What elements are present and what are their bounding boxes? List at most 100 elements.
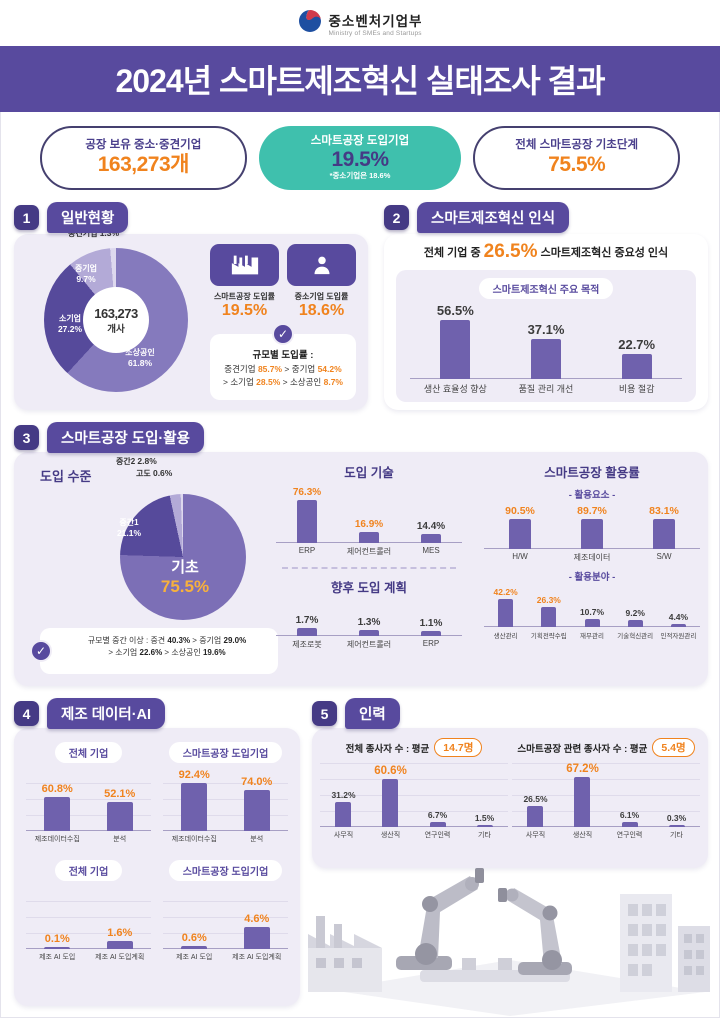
size-adoption-note: ✓ 규모별 도입률 : 중견기업 85.7% > 중기업 54.2% > 소기업… (210, 323, 356, 400)
bar-column-all-firms-ai-0: 0.1% 제조 AI 도입 (26, 887, 89, 964)
bar (44, 947, 71, 949)
future-plan-bar-chart: 1.7% 제조로봇 1.3% 제어컨트롤러 1.1% ERP (276, 602, 462, 650)
mini-chart-all-ai: 전체 기업 0.1% 제조 AI 도입 1.6% 제조 AI 도입계획 (26, 860, 151, 964)
bar-label: 기획전략수립 (530, 633, 567, 640)
section5-panel: 전체 종사자 수 : 평균 14.7명 31.2% 사무직 60.6% 생산직 6.7%… (312, 728, 708, 868)
bar-value: 1.3% (357, 617, 381, 629)
bar-column-adopted-tech-1: 16.9% 제어컨트롤러 (338, 487, 400, 557)
bar-label: 연구인력 (424, 832, 451, 839)
bar (668, 825, 685, 827)
mini-chart-smart-data: 스마트공장 도입기업 92.4% 제조데이터수집 74.0% 분석 (163, 742, 288, 846)
bar-value: 14.4% (416, 520, 446, 532)
slice-value: 1.3% (99, 228, 120, 238)
bar-label: 제조데이터 (573, 553, 611, 562)
bar-value: 26.5% (523, 793, 548, 804)
bar-column-usage-elements-0: 90.5% H/W (484, 505, 556, 563)
bar-column-adopted-tech-0: 76.3% ERP (276, 487, 338, 557)
donut-label-midcap: 중견기업 1.3% (68, 228, 119, 239)
bar-value: 1.5% (474, 813, 495, 823)
level-by-size-note: ✓ 규모별 중간 이상 : 중견 40.3% > 중기업 29.0% > 소기업… (30, 628, 278, 674)
mini-chart-smart-ai: 스마트공장 도입기업 0.6% 제조 AI 도입 4.6% 제조 AI 도입계획 (163, 860, 288, 964)
bar (440, 320, 471, 379)
pill-basic-stage: 전체 스마트공장 기초단계 75.5% (473, 126, 681, 190)
bar (531, 338, 561, 379)
total-workers-chart: 31.2% 사무직 60.6% 생산직 6.7% 연구인력 1.5% 기타 (320, 763, 508, 840)
section2-title: 스마트제조혁신 인식 (417, 202, 570, 233)
check-icon: ✓ (272, 323, 294, 345)
adoption-level-title: 도입 수준 (40, 469, 92, 484)
pill-value: 163,273개 (97, 152, 190, 176)
bar-value: 37.1% (527, 321, 565, 337)
donut-center-unit: 개사 (107, 324, 125, 335)
bar-label: 제조 AI 도입 (39, 954, 76, 961)
pill-note: *중소기업은 18.6% (329, 171, 391, 181)
pill-value: 75.5% (548, 152, 606, 176)
section2-number-badge: 2 (384, 205, 409, 230)
purpose-card-title: 스마트제조혁신 주요 목적 (478, 278, 614, 299)
bar-label: 사무직 (525, 832, 546, 839)
slice-value: 9.7% (76, 273, 96, 284)
bar (106, 802, 133, 831)
bar-column-usage-fields-4: 4.4% 인적자원관리 (657, 587, 700, 640)
pie-label-advanced: 고도 0.6% (136, 468, 172, 479)
bar-column-smart-workers-2: 6.1% 연구인력 (606, 763, 653, 840)
stat-label: 중소기업 도입률 (294, 292, 349, 301)
note-line: > 소기업 22.6% > 소상공인 19.6% (108, 648, 226, 658)
bar (181, 946, 208, 949)
total-workers-block: 전체 종사자 수 : 평균 14.7명 31.2% 사무직 60.6% 생산직 6.7%… (320, 738, 508, 840)
average-badge: 5.4명 (652, 738, 695, 757)
stat-label: 스마트공장 도입률 (213, 292, 276, 301)
company-size-donut-chart (44, 248, 188, 392)
section3-number-badge: 3 (14, 425, 39, 450)
ministry-name: 중소벤처기업부 (328, 13, 423, 29)
note-title: 규모별 도입률 : (252, 350, 314, 361)
bar-label: 연구인력 (616, 832, 643, 839)
mini-chart-title: 전체 기업 (54, 742, 123, 763)
bar-label: 기타 (478, 832, 491, 839)
bar-value: 74.0% (241, 776, 273, 789)
bar (498, 599, 514, 627)
section1-panel: 중견기업 1.3% 163,273 개사 중기업 9.7% 소기업 27.2% 소상… (14, 228, 368, 410)
bar-value: 31.2% (331, 790, 356, 801)
section5-number-badge: 5 (312, 701, 337, 726)
bar-value: 0.1% (44, 933, 70, 945)
bar (243, 790, 270, 831)
bar-label: 제조 AI 도입계획 (232, 954, 282, 961)
bar (335, 802, 352, 827)
purpose-card: 스마트제조혁신 주요 목적 56.5% 생산 효율성 향상 37.1% 품질 관리 개… (396, 270, 696, 402)
slice-value: 0.6% (152, 468, 173, 478)
slice-label: 기초 (171, 559, 199, 576)
smart-workers-block: 스마트공장 관련 종사자 수 : 평균 5.4명 26.5% 사무직 67.2% 생산… (512, 738, 700, 840)
slice-value: 2.8% (137, 456, 157, 466)
bar (358, 630, 379, 636)
bar-value: 67.2% (566, 763, 599, 775)
bar-value: 60.8% (41, 783, 73, 796)
smart-workers-heading: 스마트공장 관련 종사자 수 : 평균 5.4명 (512, 738, 700, 757)
bar-column-future-plan-1: 1.3% 제어컨트롤러 (338, 602, 400, 650)
bar-column-smart-firms-data-0: 92.4% 제조데이터수집 (163, 769, 226, 846)
bar-label: 생산직 (572, 832, 593, 839)
bar-label: 품질 관리 개선 (518, 384, 574, 394)
bar-label: 생산 효율성 향상 (423, 384, 487, 394)
bar-column-smart-firms-ai-0: 0.6% 제조 AI 도입 (163, 887, 226, 964)
check-icon: ✓ (30, 640, 52, 662)
bar-label: 생산관리 (493, 633, 518, 640)
data-ai-grid: 전체 기업 60.8% 제조데이터수집 52.1% 분석 스마트공장 도입기업 92.… (14, 728, 300, 978)
bar (670, 623, 686, 627)
mini-chart-title: 스마트공장 도입기업 (168, 860, 283, 881)
bar (296, 628, 317, 636)
section5-title: 인력 (345, 698, 400, 729)
slice-value: 75.5% (160, 577, 210, 596)
bar-label: 제조 AI 도입계획 (95, 954, 145, 961)
section4-panel: 전체 기업 60.8% 제조데이터수집 52.1% 분석 스마트공장 도입기업 92.… (14, 728, 300, 1006)
bar-value: 6.7% (427, 809, 448, 820)
section4-title: 제조 데이터·AI (47, 698, 166, 729)
bar-column-usage-fields-0: 42.2% 생산관리 (484, 587, 527, 640)
company-size-donut: 중견기업 1.3% 163,273 개사 중기업 9.7% 소기업 27.2% 소상… (34, 226, 204, 410)
usage-title: 스마트공장 활용률 (544, 466, 640, 480)
dashed-divider (282, 567, 456, 569)
bar-value: 10.7% (579, 606, 605, 617)
factory-icon (210, 244, 279, 286)
city-buildings (620, 894, 710, 992)
bar-value: 1.6% (107, 927, 133, 940)
